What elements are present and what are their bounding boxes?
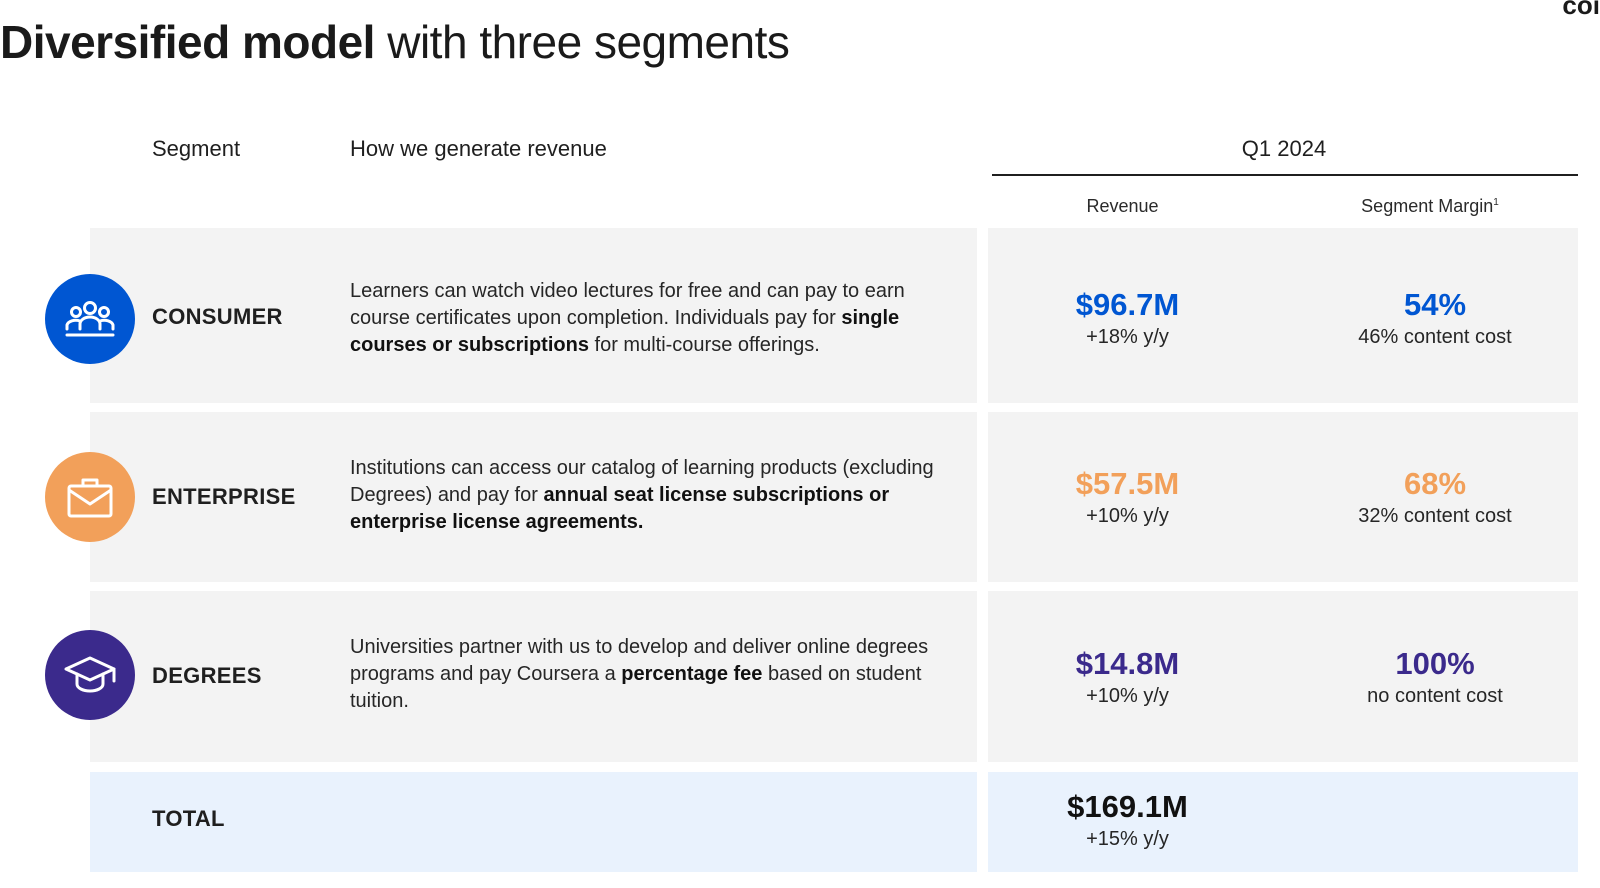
total-metrics-panel (988, 772, 1578, 872)
segment-name-enterprise: ENTERPRISE (152, 484, 296, 509)
briefcase-icon (45, 452, 135, 542)
desc-bold: annual seat license subscriptions or ent… (350, 484, 890, 533)
total-revenue-growth: +15% y/y (1086, 828, 1169, 850)
header-how-revenue: How we generate revenue (350, 136, 607, 161)
segment-name-consumer: CONSUMER (152, 304, 283, 329)
subheader-segment-margin: Segment Margin1 (1320, 196, 1540, 217)
segment-description-consumer: Learners can watch video lectures for fr… (350, 278, 950, 359)
title-bold: Diversified model (0, 16, 375, 68)
segment-name-degrees: DEGREES (152, 663, 262, 688)
graduation-cap-icon (45, 630, 135, 720)
desc-text: based on student tuition. (350, 663, 922, 712)
enterprise-row-panel (90, 412, 977, 582)
consumer-row-panel (90, 228, 977, 403)
segment-description-enterprise: Institutions can access our catalog of l… (350, 455, 950, 536)
consumer-revenue-growth: +18% y/y (1086, 326, 1169, 348)
degrees-revenue-value: $14.8M (1075, 646, 1180, 681)
total-row-panel (90, 772, 977, 872)
desc-text: Universities partner with us to develop … (350, 636, 929, 685)
degrees-metrics-panel (988, 591, 1578, 762)
degrees-revenue: $14.8M +10% y/y (1030, 645, 1225, 709)
total-revenue-value: $169.1M (1067, 789, 1188, 824)
subheader-revenue: Revenue (1086, 196, 1159, 216)
title-rest: with three segments (374, 16, 790, 68)
subheader-margin-label: Segment Margin (1361, 196, 1494, 216)
consumer-margin-note: 46% content cost (1358, 326, 1512, 348)
desc-bold: percentage fee (621, 663, 763, 685)
header-period: Q1 2024 (1241, 136, 1327, 161)
enterprise-revenue-growth: +10% y/y (1086, 505, 1169, 527)
desc-text: Learners can watch video lectures for fr… (350, 280, 905, 329)
corner-logo-text: coi (1562, 0, 1600, 20)
enterprise-revenue: $57.5M +10% y/y (1030, 465, 1225, 529)
consumer-margin: 54% 46% content cost (1320, 286, 1550, 350)
enterprise-metrics-panel (988, 412, 1578, 582)
consumer-revenue-value: $96.7M (1075, 287, 1180, 322)
degrees-margin: 100% no content cost (1320, 645, 1550, 709)
total-label: TOTAL (152, 806, 225, 831)
degrees-margin-value: 100% (1395, 646, 1475, 681)
degrees-revenue-growth: +10% y/y (1086, 685, 1169, 707)
enterprise-revenue-value: $57.5M (1075, 466, 1180, 501)
people-group-icon (45, 274, 135, 364)
segment-description-degrees: Universities partner with us to develop … (350, 634, 950, 715)
desc-text: Institutions can access our catalog of l… (350, 457, 934, 506)
page-title: Diversified model with three segments (0, 14, 790, 70)
consumer-metrics-panel (988, 228, 1578, 403)
header-segment: Segment (152, 136, 241, 161)
period-divider (992, 174, 1578, 176)
footnote-marker: 1 (1493, 197, 1499, 208)
enterprise-margin-note: 32% content cost (1358, 505, 1512, 527)
desc-bold: single courses or subscriptions (350, 307, 900, 356)
consumer-margin-value: 54% (1403, 287, 1467, 322)
degrees-row-panel (90, 591, 977, 762)
enterprise-margin-value: 68% (1403, 466, 1467, 501)
total-revenue: $169.1M +15% y/y (1030, 788, 1225, 852)
consumer-revenue: $96.7M +18% y/y (1030, 286, 1225, 350)
desc-text: for multi-course offerings. (588, 334, 820, 356)
degrees-margin-note: no content cost (1367, 685, 1503, 707)
enterprise-margin: 68% 32% content cost (1320, 465, 1550, 529)
